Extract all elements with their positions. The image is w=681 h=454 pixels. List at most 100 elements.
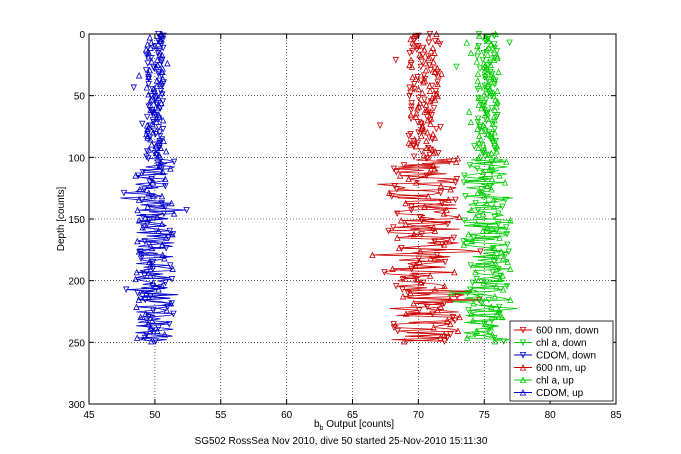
data-point [475,43,482,50]
data-point [417,279,425,286]
data-point [479,168,487,176]
data-point [143,148,151,155]
data-point [500,338,507,345]
data-point [390,324,398,332]
data-point [504,258,511,265]
data-point [485,296,493,304]
data-point [481,90,488,98]
y-tick-label: 0 [79,30,85,41]
data-point [478,127,485,134]
y-tick-label: 50 [74,92,86,103]
data-point [158,200,166,207]
data-point [464,289,471,297]
data-point [487,324,495,331]
data-point [410,153,418,161]
data-point [399,286,406,294]
data-point [406,49,413,57]
data-point [487,72,495,79]
data-point [170,210,178,217]
data-point [412,261,419,269]
data-point [414,32,422,40]
data-point [145,81,152,88]
data-point [392,56,400,64]
data-point [479,227,487,234]
data-point [427,115,435,122]
data-point [430,149,437,157]
data-point [477,135,485,143]
data-point [491,144,498,152]
data-point [431,96,439,103]
data-point [146,217,153,224]
data-point [154,327,161,334]
data-point [483,199,490,207]
data-point [481,111,489,119]
data-point [506,265,514,272]
y-tick-label: 150 [68,215,85,226]
x-tick-label: 55 [215,410,227,421]
data-point [166,321,173,328]
data-point [438,200,446,207]
data-point [418,217,426,224]
data-point [145,52,153,60]
data-point [405,175,412,183]
series-line-1 [462,157,510,342]
legend-box [509,320,614,402]
data-point [411,36,419,43]
data-point [418,148,425,155]
data-point [159,116,167,124]
x-tick-label: 50 [149,410,161,421]
data-point [146,101,154,108]
data-point [495,303,503,311]
series-line-2 [123,157,187,342]
data-point [145,49,152,56]
data-point [422,101,430,108]
data-point [400,162,408,169]
data-point [427,254,434,262]
data-point [497,248,505,255]
data-point [487,61,495,69]
data-point [169,230,176,238]
data-point [468,206,475,214]
data-point [144,125,151,132]
data-point [466,162,474,169]
data-point [162,279,169,287]
x-tick-label: 85 [610,410,622,421]
data-point [158,220,166,227]
data-point [421,203,428,210]
x-tick-label: 75 [479,410,491,421]
data-point [495,210,502,218]
data-point [426,82,433,89]
data-point [473,327,481,334]
data-point [431,37,439,45]
data-point [147,324,154,331]
data-point [412,75,419,82]
data-point [453,176,461,183]
data-point [467,310,475,317]
data-point [440,210,448,217]
data-point [425,54,432,62]
data-point [163,306,170,314]
data-point [151,108,158,115]
data-point [440,241,448,248]
data-point [490,56,498,63]
legend-marker [519,389,527,396]
y-tick-label: 300 [68,400,85,411]
data-point [143,269,151,276]
data-point [395,244,403,252]
data-point [495,220,502,228]
data-point [150,307,157,314]
data-point [409,73,416,81]
data-point [156,129,164,136]
data-point [484,115,492,122]
data-point [156,139,163,146]
data-point [158,282,166,290]
data-point [501,178,509,186]
data-point [421,96,428,104]
data-point [399,292,407,300]
data-point [146,97,154,105]
data-point [135,196,143,203]
data-point [474,189,482,196]
data-point [149,283,156,290]
data-point [168,199,175,207]
data-point [407,289,414,297]
